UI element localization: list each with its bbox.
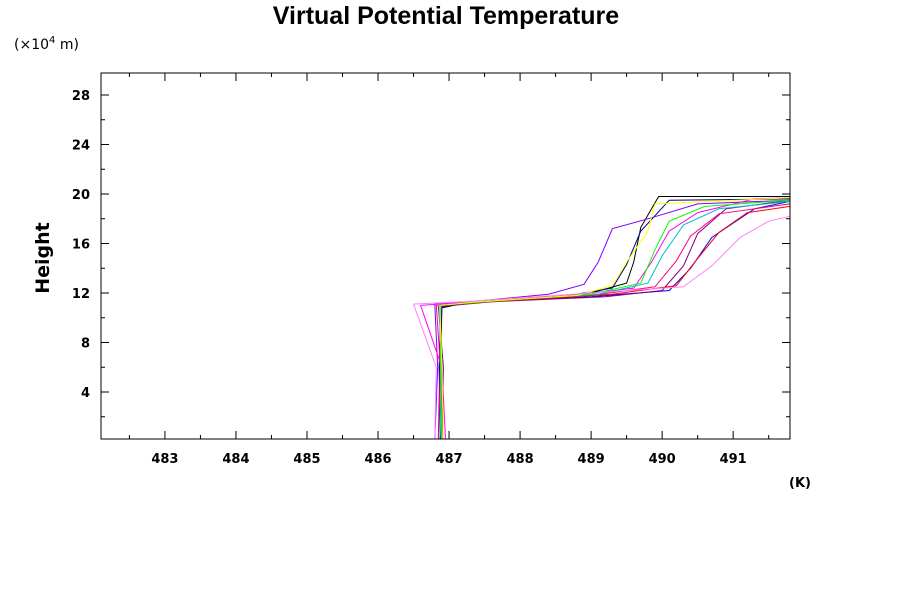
x-unit: (K) [789, 476, 811, 491]
x-tick-label: 487 [435, 452, 462, 467]
series-line-4 [434, 199, 791, 440]
series-line-11 [439, 197, 791, 440]
x-tick-label: 485 [293, 452, 320, 467]
series-line-6 [419, 197, 791, 440]
axis-layer: 483 484 485 486 487 488 489 490 491 4 8 12 16 20 24 28 [72, 73, 790, 467]
x-tick-label: 489 [578, 452, 605, 467]
plot-frame [100, 72, 791, 440]
y-axis-title: Height [32, 222, 54, 294]
series-line-7 [435, 203, 791, 440]
series-line-3 [438, 200, 791, 440]
y-unit-suffix: m) [55, 37, 79, 53]
series-line-2 [437, 198, 791, 440]
y-tick-label: 24 [72, 139, 90, 154]
x-tick-label: 488 [507, 452, 534, 467]
chart-title: Virtual Potential Temperature [273, 2, 619, 30]
series-line-10 [440, 199, 791, 440]
y-tick-label: 8 [81, 337, 90, 352]
y-unit: (×104 m) [14, 35, 79, 53]
y-tick-label: 16 [72, 238, 90, 253]
x-tick-label: 491 [720, 452, 747, 467]
y-unit-prefix: (×10 [14, 37, 49, 53]
y-tick-label: 12 [72, 287, 90, 302]
y-tick-label: 4 [81, 386, 90, 401]
series-line-12 [412, 215, 791, 440]
x-tick-label: 490 [649, 452, 676, 467]
x-tick-label: 486 [364, 452, 391, 467]
x-tick-label: 483 [151, 452, 178, 467]
series-line-1 [439, 196, 790, 440]
series-line-9 [438, 200, 791, 440]
y-unit-exponent: 4 [49, 35, 55, 46]
x-tick-label: 484 [222, 452, 249, 467]
y-tick-label: 28 [72, 89, 90, 104]
series-layer [412, 196, 791, 440]
series-line-8 [439, 205, 791, 440]
y-tick-label: 20 [72, 188, 90, 203]
series-line-5 [437, 199, 791, 440]
